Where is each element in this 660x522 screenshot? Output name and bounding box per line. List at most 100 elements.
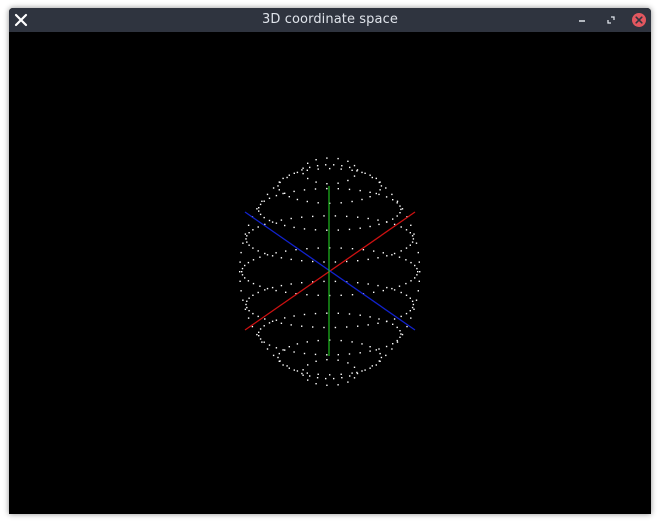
sphere-point xyxy=(405,259,407,261)
sphere-point xyxy=(264,223,266,226)
close-icon[interactable] xyxy=(630,11,648,29)
sphere-point xyxy=(302,369,304,371)
sphere-point xyxy=(296,343,299,345)
sphere-point xyxy=(351,294,354,296)
sphere-point xyxy=(371,176,373,179)
sphere-point xyxy=(301,216,303,218)
sphere-point xyxy=(280,284,283,287)
sphere-point xyxy=(377,219,379,221)
sphere-point xyxy=(315,181,317,183)
sphere-point xyxy=(314,188,317,190)
sphere-point xyxy=(411,300,414,302)
sphere-point xyxy=(301,282,303,284)
sphere-point xyxy=(348,228,351,231)
sphere-point xyxy=(400,226,402,228)
sphere-point xyxy=(263,341,265,343)
sphere-point xyxy=(275,289,277,292)
sphere-point xyxy=(391,193,393,196)
sphere-point xyxy=(315,360,317,362)
sphere-point xyxy=(256,208,258,210)
sphere-point xyxy=(353,164,356,167)
sphere-point xyxy=(367,283,369,285)
sphere-point xyxy=(290,324,292,326)
sphere-point xyxy=(326,187,328,190)
maximize-icon[interactable] xyxy=(602,11,620,29)
sphere-point xyxy=(329,339,331,341)
sphere-point xyxy=(393,252,396,255)
sphere-point xyxy=(264,289,266,291)
sphere-point xyxy=(302,167,304,169)
sphere-point xyxy=(418,280,420,282)
sphere-point xyxy=(252,312,254,315)
close-icon[interactable] xyxy=(12,11,30,29)
sphere-point xyxy=(295,293,297,295)
sphere-point xyxy=(348,313,351,315)
sphere-point xyxy=(258,335,260,337)
sphere-point xyxy=(412,303,415,306)
sphere-point xyxy=(259,256,261,258)
sphere-point xyxy=(309,166,311,169)
sphere-point xyxy=(263,325,265,327)
sphere-point xyxy=(353,377,356,379)
sphere-point xyxy=(303,313,306,316)
sphere-point xyxy=(392,343,394,345)
sphere-point xyxy=(337,157,339,160)
sphere-point xyxy=(306,200,308,203)
sphere-point xyxy=(346,326,348,328)
sphere-point xyxy=(306,248,308,250)
sphere-point xyxy=(378,181,380,184)
sphere-point xyxy=(247,280,250,282)
sphere-point xyxy=(271,320,274,322)
z-axis xyxy=(244,211,416,331)
sphere-point xyxy=(337,229,339,231)
sphere-point xyxy=(364,369,366,371)
sphere-point xyxy=(303,189,306,191)
minimize-icon[interactable] xyxy=(573,11,591,29)
sphere-point xyxy=(303,352,306,355)
sphere-point xyxy=(416,274,418,276)
sphere-point xyxy=(406,325,408,328)
sphere-point xyxy=(288,367,290,369)
sphere-point xyxy=(340,339,342,342)
sphere-point xyxy=(371,365,373,367)
sphere-point xyxy=(417,271,419,273)
sphere-point xyxy=(329,202,331,204)
sphere-point xyxy=(307,379,309,381)
sphere-point xyxy=(396,339,398,342)
sphere-point xyxy=(284,317,286,319)
sphere-point xyxy=(396,326,398,329)
sphere-point xyxy=(414,264,416,267)
sphere-point xyxy=(417,251,419,254)
sphere-point xyxy=(275,347,278,349)
sphere-point xyxy=(284,349,286,351)
sphere-point xyxy=(325,377,327,380)
sphere-point xyxy=(341,165,343,167)
sphere-point xyxy=(385,345,388,348)
title-bar[interactable]: 3D coordinate space xyxy=(9,8,651,32)
sphere-point xyxy=(353,175,356,177)
sphere-point xyxy=(325,164,327,166)
sphere-point xyxy=(386,286,388,289)
sphere-point xyxy=(413,233,415,235)
sphere-point xyxy=(396,215,398,217)
sphere-point xyxy=(333,164,335,166)
sphere-point xyxy=(356,372,359,375)
sphere-point xyxy=(252,282,255,285)
sphere-point xyxy=(357,216,359,218)
sphere-point xyxy=(409,310,411,312)
sphere-point xyxy=(278,181,280,183)
sphere-point xyxy=(378,348,380,350)
sphere-point xyxy=(359,189,361,192)
sphere-point xyxy=(306,372,308,374)
sphere-point xyxy=(411,235,414,237)
sphere-point xyxy=(271,221,274,223)
sphere-point xyxy=(264,252,266,255)
sphere-point xyxy=(359,314,361,316)
sphere-point xyxy=(286,176,288,179)
sphere-point xyxy=(392,323,394,325)
sphere-point xyxy=(259,213,262,216)
sphere-point xyxy=(314,353,317,356)
sphere-point xyxy=(268,322,271,324)
render-canvas[interactable] xyxy=(9,32,651,514)
sphere-point xyxy=(369,350,371,352)
